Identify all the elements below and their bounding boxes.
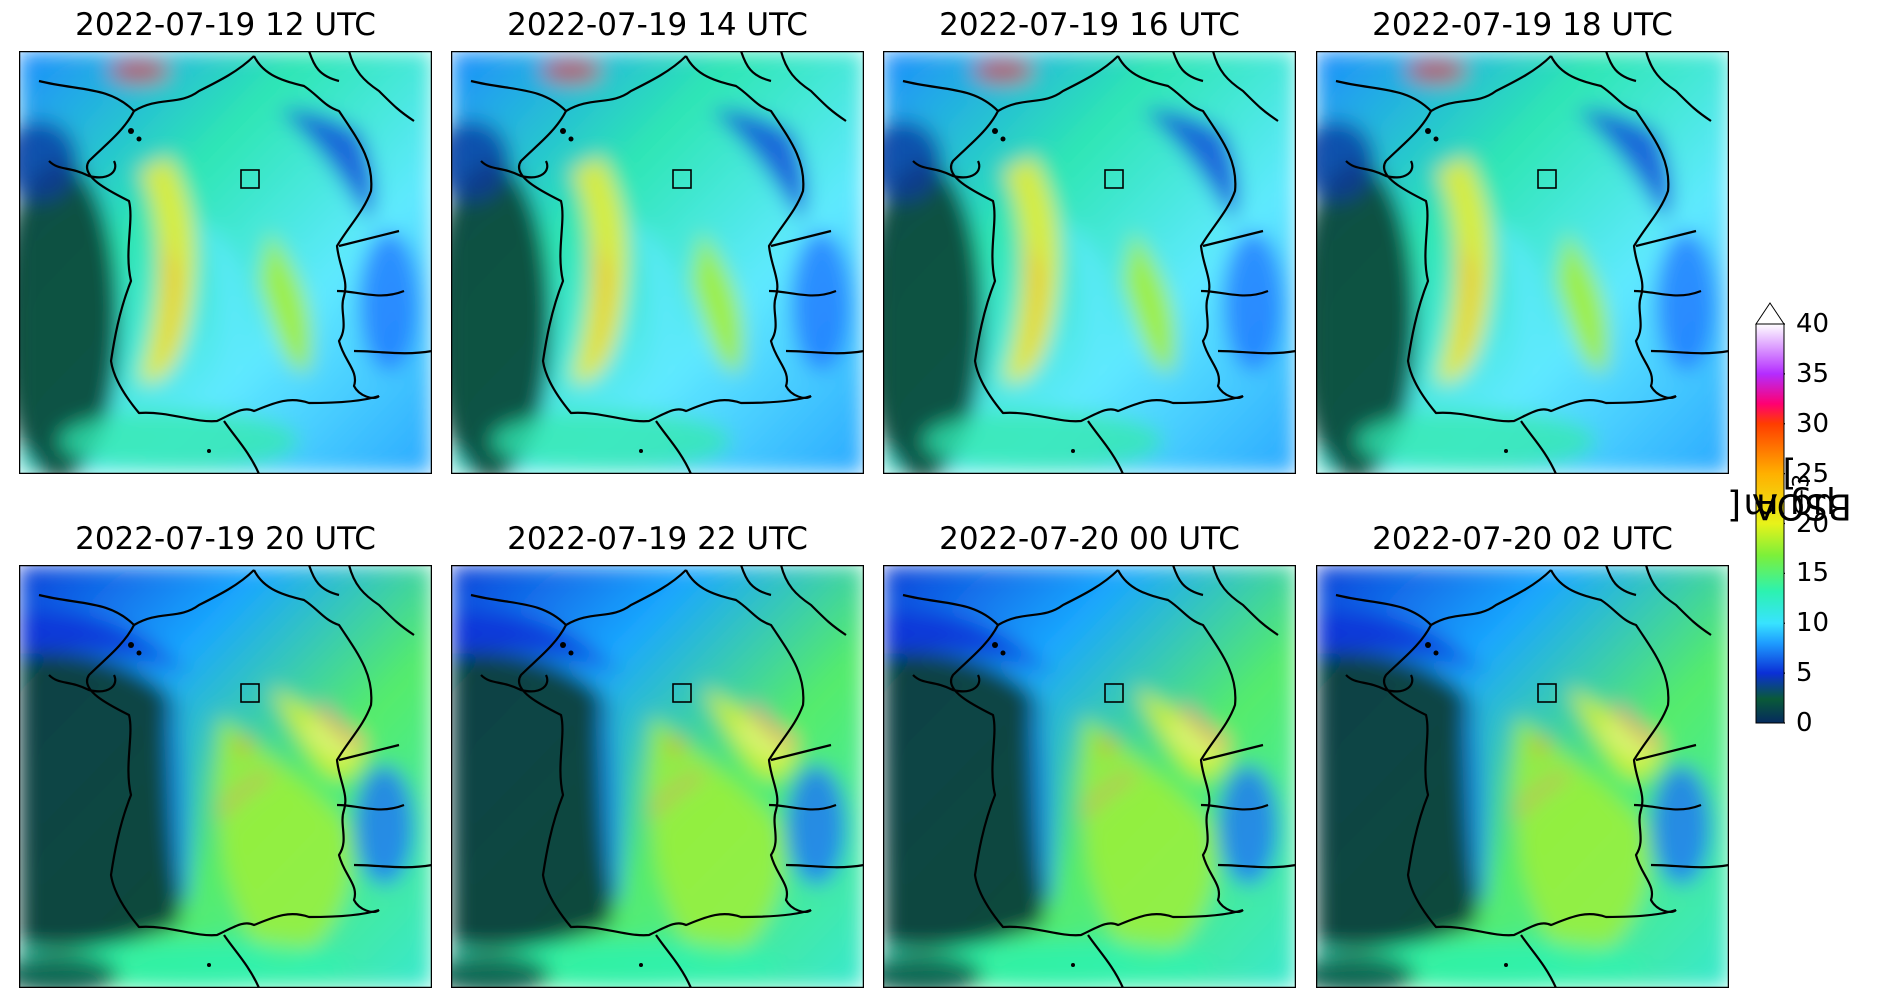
bsoa-map (451, 565, 864, 988)
map-panel: 2022-07-20 02 UTC (1316, 521, 1729, 988)
bsoa-map (19, 51, 432, 474)
map-frame (883, 565, 1296, 988)
colorbar-tick-label: 10 (1796, 608, 1830, 639)
colorbar-tick-label: 5 (1796, 658, 1813, 689)
bsoa-map (1316, 51, 1729, 474)
bsoa-map (1316, 565, 1729, 988)
map-frame (451, 565, 864, 988)
target-box (1537, 683, 1557, 703)
bsoa-map (451, 51, 864, 474)
bsoa-map (883, 565, 1296, 988)
target-box (672, 683, 692, 703)
colorbar (1755, 302, 1785, 724)
target-box (240, 169, 260, 189)
coastlines (470, 565, 864, 988)
colorbar-tick-label: 20 (1796, 508, 1830, 539)
bsoa-map (883, 51, 1296, 474)
colorbar-tick-label: 40 (1796, 309, 1830, 339)
map-frame (19, 565, 432, 988)
map-panel: 2022-07-20 00 UTC (883, 521, 1296, 988)
map-panel: 2022-07-19 16 UTC (883, 7, 1296, 474)
coastlines (38, 51, 432, 474)
panel-title: 2022-07-19 12 UTC (75, 7, 376, 43)
target-box (1537, 169, 1557, 189)
colorbar-tick-label: 30 (1796, 408, 1830, 439)
panel-title: 2022-07-20 02 UTC (1372, 521, 1673, 557)
panel-title: 2022-07-19 16 UTC (939, 7, 1240, 43)
map-frame (1316, 565, 1729, 988)
target-box (1104, 169, 1124, 189)
target-box (672, 169, 692, 189)
map-frame (19, 51, 432, 474)
panel-title: 2022-07-19 20 UTC (75, 521, 376, 557)
target-box (1104, 683, 1124, 703)
coastlines (902, 51, 1296, 474)
colorbar-tick-label: 15 (1796, 558, 1830, 589)
panel-title: 2022-07-20 00 UTC (939, 521, 1240, 557)
panel-title: 2022-07-19 18 UTC (1372, 7, 1673, 43)
coastlines (38, 565, 432, 988)
map-frame (883, 51, 1296, 474)
map-panel: 2022-07-19 18 UTC (1316, 7, 1729, 474)
coastlines (1335, 51, 1729, 474)
coastlines (902, 565, 1296, 988)
colorbar-tick-label: 25 (1796, 458, 1830, 489)
colorbar-tick-label: 0 (1796, 708, 1813, 738)
map-panel: 2022-07-19 22 UTC (451, 521, 864, 988)
map-panel: 2022-07-19 12 UTC (19, 7, 432, 474)
target-box (240, 683, 260, 703)
colorbar-extend-arrow (1755, 302, 1785, 325)
panel-title: 2022-07-19 14 UTC (507, 7, 808, 43)
map-frame (1316, 51, 1729, 474)
bsoa-map (19, 565, 432, 988)
colorbar-fill (1755, 323, 1785, 724)
colorbar-tick-label: 35 (1796, 358, 1830, 389)
map-panel: 2022-07-19 14 UTC (451, 7, 864, 474)
coastlines (1335, 565, 1729, 988)
panel-title: 2022-07-19 22 UTC (507, 521, 808, 557)
map-frame (451, 51, 864, 474)
coastlines (470, 51, 864, 474)
map-panel: 2022-07-19 20 UTC (19, 521, 432, 988)
